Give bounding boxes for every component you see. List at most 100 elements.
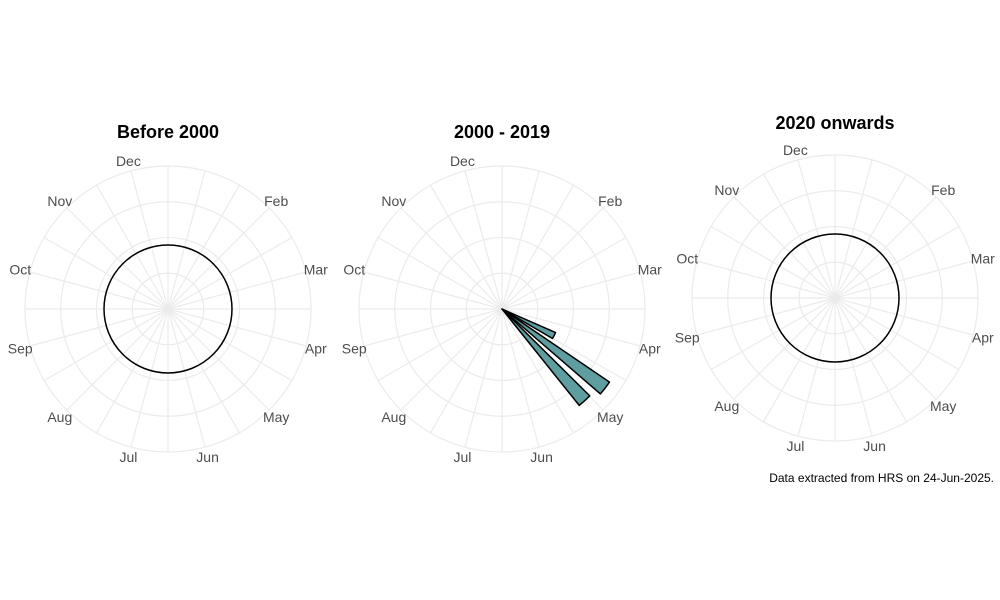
- month-label: Jun: [196, 449, 219, 465]
- polar-grid: [24, 165, 312, 453]
- grid-spoke: [762, 173, 836, 299]
- month-label: Nov: [714, 182, 739, 198]
- grid-spoke: [167, 236, 293, 310]
- month-label: Mar: [638, 261, 662, 277]
- month-label: Oct: [676, 250, 698, 266]
- bar-wedge: [501, 308, 591, 407]
- grid-spoke: [377, 236, 503, 310]
- grid-spoke: [377, 308, 503, 382]
- month-label: Mar: [971, 250, 995, 266]
- month-label: Aug: [381, 409, 406, 425]
- grid-spoke: [66, 207, 169, 310]
- grid-spoke: [501, 170, 540, 310]
- month-label: Jul: [786, 438, 804, 454]
- grid-spoke: [710, 297, 836, 371]
- month-label: May: [597, 409, 623, 425]
- grid-spoke: [696, 260, 836, 299]
- grid-spoke: [400, 207, 503, 310]
- empty-data-circle: [770, 233, 900, 363]
- grid-spoke: [834, 297, 908, 423]
- grid-spoke: [464, 170, 503, 310]
- grid-spoke: [733, 297, 836, 400]
- month-label: Sep: [342, 341, 367, 357]
- month-label: Oct: [9, 261, 31, 277]
- grid-spoke: [501, 271, 641, 310]
- grid-spoke: [464, 308, 503, 448]
- month-label: Oct: [343, 261, 365, 277]
- grid-spoke: [834, 260, 974, 299]
- month-label: May: [930, 398, 956, 414]
- month-label: Apr: [639, 341, 661, 357]
- grid-spoke: [710, 225, 836, 299]
- grid-spoke: [167, 308, 293, 382]
- grid-spoke: [834, 173, 908, 299]
- grid-spoke: [167, 308, 270, 411]
- data-source-caption: Data extracted from HRS on 24-Jun-2025.: [769, 471, 994, 485]
- panel-title: 2000 - 2019: [454, 122, 550, 142]
- grid-spoke: [797, 297, 836, 437]
- grid-spoke: [733, 196, 836, 299]
- grid-spoke: [363, 308, 503, 347]
- month-label: Jul: [119, 449, 137, 465]
- bar-wedge: [501, 308, 557, 340]
- grid-spoke: [95, 184, 169, 310]
- grid-spoke: [501, 308, 641, 347]
- grid-spoke: [501, 184, 575, 310]
- grid-spoke: [400, 308, 503, 411]
- month-label: Aug: [714, 398, 739, 414]
- polar-grid: [358, 165, 646, 453]
- grid-spoke: [167, 184, 241, 310]
- panel-title: 2020 onwards: [775, 113, 894, 133]
- panel-before-2000: Before 2000 Feb Mar Apr May Jun Jul Aug Sep Oct No…: [8, 122, 328, 465]
- grid-spoke: [429, 184, 503, 310]
- month-label: Jun: [530, 449, 553, 465]
- month-label: Nov: [47, 193, 72, 209]
- bar-wedge: [501, 308, 611, 395]
- grid-spoke: [167, 308, 307, 347]
- month-label: Dec: [450, 153, 475, 169]
- grid-spoke: [501, 308, 540, 448]
- grid-spoke: [834, 297, 974, 336]
- grid-spoke: [696, 297, 836, 336]
- grid-spoke: [43, 308, 169, 382]
- grid-spoke: [834, 297, 937, 400]
- grid-spoke: [834, 297, 960, 371]
- month-label: May: [263, 409, 289, 425]
- grid-spoke: [130, 170, 169, 310]
- grid-spoke: [167, 207, 270, 310]
- grid-spoke: [834, 225, 960, 299]
- month-label: Dec: [116, 153, 141, 169]
- grid-spoke: [501, 308, 575, 434]
- grid-spoke: [834, 159, 873, 299]
- grid-spoke: [834, 297, 873, 437]
- grid-spoke: [167, 271, 307, 310]
- month-label: Mar: [304, 261, 328, 277]
- month-label: Feb: [931, 182, 955, 198]
- grid-spoke: [501, 236, 627, 310]
- month-label: Sep: [675, 330, 700, 346]
- month-label: Feb: [264, 193, 288, 209]
- month-label: Feb: [598, 193, 622, 209]
- polar-grid: [691, 154, 979, 442]
- month-label: Dec: [783, 142, 808, 158]
- month-label: Apr: [305, 341, 327, 357]
- month-label: Jun: [863, 438, 886, 454]
- grid-spoke: [29, 271, 169, 310]
- month-label: Apr: [972, 330, 994, 346]
- grid-spoke: [66, 308, 169, 411]
- grid-spoke: [501, 207, 604, 310]
- grid-spoke: [29, 308, 169, 347]
- grid-spoke: [43, 236, 169, 310]
- panel-2020-onwards: 2020 onwards Feb Mar Apr May Jun Jul Aug Sep Oct N…: [675, 113, 995, 454]
- grid-spoke: [95, 308, 169, 434]
- grid-spoke: [797, 159, 836, 299]
- month-label: Aug: [47, 409, 72, 425]
- panel-2000-2019: 2000 - 2019 Feb Mar Apr May Jun Jul Aug Sep Oct No…: [342, 122, 662, 465]
- grid-spoke: [429, 308, 503, 434]
- month-label: Nov: [381, 193, 406, 209]
- month-label: Jul: [453, 449, 471, 465]
- grid-spoke: [167, 308, 241, 434]
- grid-spoke: [363, 271, 503, 310]
- month-label: Sep: [8, 341, 33, 357]
